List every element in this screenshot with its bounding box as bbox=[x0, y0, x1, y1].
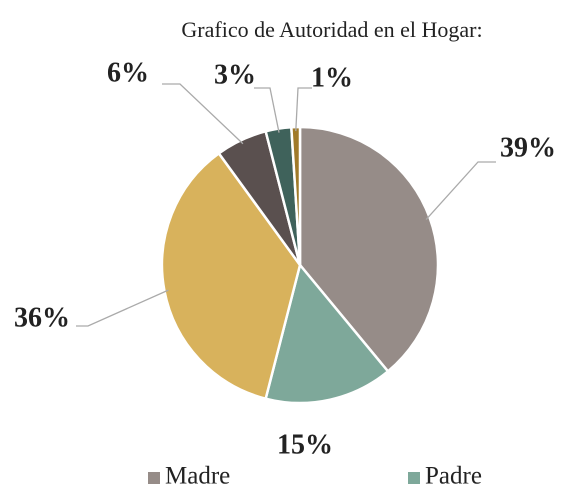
legend-swatch bbox=[408, 472, 420, 484]
data-label: 39% bbox=[500, 132, 556, 163]
legend-label: Madre bbox=[165, 463, 230, 490]
leader-line bbox=[162, 83, 244, 145]
pie-slice bbox=[264, 262, 390, 405]
data-label: 1% bbox=[311, 62, 353, 93]
data-label: 3% bbox=[214, 59, 256, 90]
pie-slice bbox=[298, 125, 440, 374]
data-label: 6% bbox=[107, 57, 149, 88]
leader-line bbox=[295, 87, 312, 132]
legend-swatch bbox=[148, 472, 160, 484]
leader-line bbox=[425, 161, 496, 221]
leader-line bbox=[254, 87, 280, 133]
chart-title: Grafico de Autoridad en el Hogar: bbox=[181, 17, 482, 42]
pie-slice bbox=[160, 151, 302, 401]
legend-label: Padre bbox=[425, 463, 482, 490]
data-label: 36% bbox=[14, 302, 70, 333]
data-label: 15% bbox=[277, 429, 333, 460]
leader-line bbox=[76, 289, 169, 327]
